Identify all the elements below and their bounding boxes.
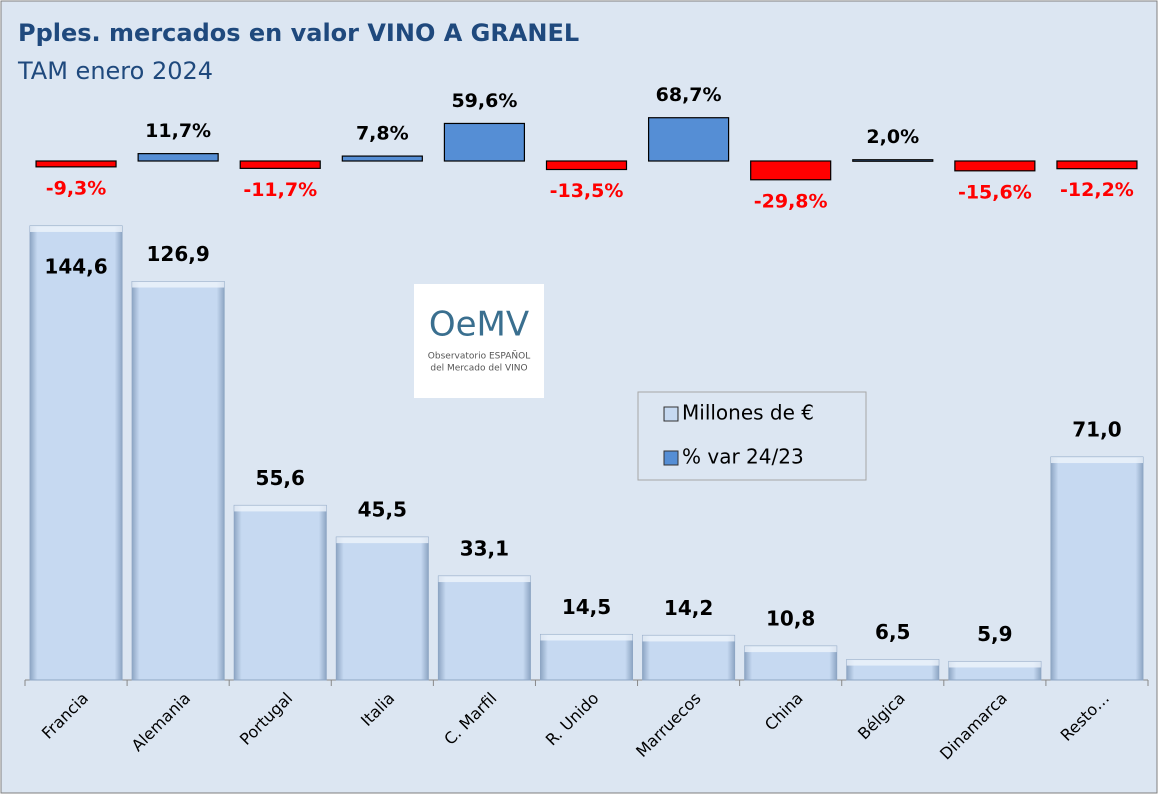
bar-bevel [642, 635, 735, 642]
var-bar [1056, 160, 1138, 170]
bar [233, 504, 327, 681]
bar-bevel [30, 225, 123, 232]
bar [540, 633, 633, 681]
legend-swatch [663, 406, 679, 422]
bar [29, 225, 123, 681]
value-label: 144,6 [44, 254, 107, 278]
var-label: 68,7% [656, 84, 722, 106]
var-label: -29,8% [754, 190, 828, 212]
bar [642, 634, 736, 681]
bar-bevel [336, 537, 429, 544]
var-label: 7,8% [356, 123, 409, 145]
logo-tagline: del Mercado del VINO [430, 364, 527, 374]
var-label: 59,6% [451, 90, 517, 112]
var-label: -13,5% [550, 180, 624, 202]
logo-name: OeMV [429, 305, 529, 345]
var-bar [545, 160, 628, 171]
var-label: -12,2% [1060, 179, 1134, 201]
value-label: 6,5 [875, 620, 910, 644]
bar-bevel [540, 634, 633, 641]
var-bar [954, 160, 1036, 172]
var-bar [341, 155, 423, 162]
bar-bevel [744, 646, 837, 653]
var-label: -15,6% [958, 181, 1032, 203]
value-label: 5,9 [977, 622, 1012, 646]
var-bar [35, 160, 117, 168]
legend-label: Millones de € [682, 401, 814, 425]
value-label: 14,2 [664, 596, 713, 620]
legend-label: % var 24/23 [682, 445, 804, 469]
bar [335, 536, 429, 681]
var-label: 2,0% [866, 126, 919, 148]
var-label: -11,7% [243, 179, 317, 201]
var-bar [443, 122, 526, 162]
legend-swatch [663, 450, 679, 466]
bar-bevel [1050, 457, 1143, 464]
bar-bevel [132, 281, 225, 288]
value-label: 126,9 [147, 242, 210, 266]
value-label: 14,5 [562, 595, 611, 619]
var-label: 11,7% [145, 120, 211, 142]
value-label: 71,0 [1072, 418, 1121, 442]
var-label: -9,3% [46, 177, 107, 199]
var-bar [239, 160, 321, 169]
value-label: 45,5 [358, 498, 407, 522]
value-label: 10,8 [766, 607, 815, 631]
var-bar [852, 159, 934, 162]
chart-subtitle: TAM enero 2024 [17, 57, 213, 85]
bar [437, 575, 531, 681]
bar-bevel [234, 505, 327, 512]
value-label: 55,6 [256, 466, 305, 490]
var-bar [137, 153, 219, 162]
bar-bevel [846, 659, 939, 666]
bar-bevel [438, 576, 531, 583]
value-label: 33,1 [460, 537, 509, 561]
var-bar [647, 117, 730, 162]
bar-bevel [948, 661, 1041, 668]
bar [1050, 456, 1144, 681]
logo: OeMV Observatorio ESPAÑOL del Mercado de… [414, 284, 544, 398]
var-bar [750, 160, 832, 181]
logo-tagline: Observatorio ESPAÑOL [428, 351, 530, 362]
chart-title: Pples. mercados en valor VINO A GRANEL [18, 19, 579, 47]
legend: Millones de € % var 24/23 [637, 391, 867, 481]
logo-box [414, 284, 544, 398]
bar [131, 281, 225, 681]
